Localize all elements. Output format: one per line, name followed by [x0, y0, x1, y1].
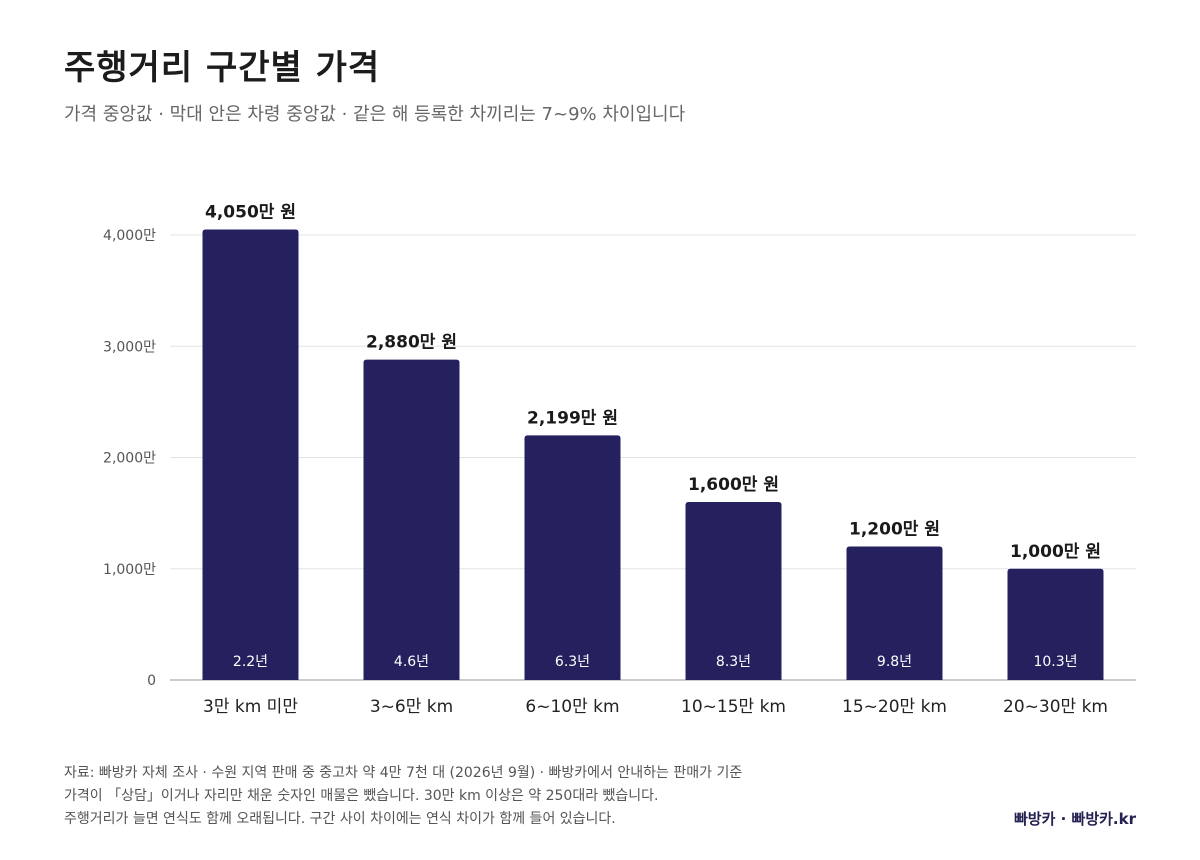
bar	[363, 359, 460, 680]
bar-value-label: 2,880만 원	[366, 333, 457, 353]
brand-credit: 빠방카 · 빠방카.kr	[1013, 810, 1136, 828]
bar-inner-label: 10.3년	[1033, 654, 1077, 670]
x-category-label: 3만 km 미만	[203, 697, 298, 717]
footer-notes: 자료: 빠방카 자체 조사 · 수원 지역 판매 중 중고차 약 4만 7천 대…	[64, 762, 742, 831]
x-category-label: 10~15만 km	[681, 697, 786, 717]
bar	[846, 546, 943, 680]
x-category-label: 3~6만 km	[370, 697, 453, 717]
bar-chart: 0 1,000만 2,000만 3,000만 4,000만 4,050만 원 2.2년 3만 …	[103, 202, 1136, 717]
bar	[524, 435, 621, 680]
bar-inner-label: 6.3년	[555, 654, 590, 670]
y-tick-label: 4,000만	[103, 228, 156, 244]
chart-title: 주행거리 구간별 가격	[64, 48, 381, 88]
y-tick-label: 1,000만	[103, 562, 156, 578]
y-tick-label: 3,000만	[103, 339, 156, 355]
x-category-label: 20~30만 km	[1003, 697, 1108, 717]
bar	[202, 229, 299, 680]
bar	[1007, 568, 1104, 680]
footer-source-line: 자료: 빠방카 자체 조사 · 수원 지역 판매 중 중고차 약 4만 7천 대…	[64, 765, 743, 781]
x-category-label: 15~20만 km	[842, 697, 947, 717]
chart-subtitle: 가격 중앙값 · 막대 안은 차령 중앙값 · 같은 해 등록한 차끼리는 7~…	[64, 104, 686, 125]
bar-inner-label: 9.8년	[877, 654, 912, 670]
bar-value-label: 4,050만 원	[205, 202, 296, 222]
footer-exclusion-line: 가격이 「상담」이거나 자리만 채운 숫자인 매물은 뺐습니다. 30만 km …	[64, 788, 659, 804]
bar-inner-label: 8.3년	[716, 654, 751, 670]
bar	[685, 502, 782, 680]
y-tick-label: 2,000만	[103, 451, 156, 467]
bar-value-label: 1,600만 원	[688, 475, 779, 495]
bar-value-label: 1,000만 원	[1010, 542, 1101, 562]
y-tick-label: 0	[147, 673, 156, 689]
bar-inner-label: 4.6년	[394, 654, 429, 670]
footer-caveat-line: 주행거리가 늘면 연식도 함께 오래됩니다. 구간 사이 차이에는 연식 차이가…	[64, 811, 616, 827]
bar-value-label: 1,200만 원	[849, 520, 940, 540]
x-category-label: 6~10만 km	[525, 697, 619, 717]
bar-value-label: 2,199만 원	[527, 408, 618, 428]
bar-inner-label: 2.2년	[233, 654, 268, 670]
